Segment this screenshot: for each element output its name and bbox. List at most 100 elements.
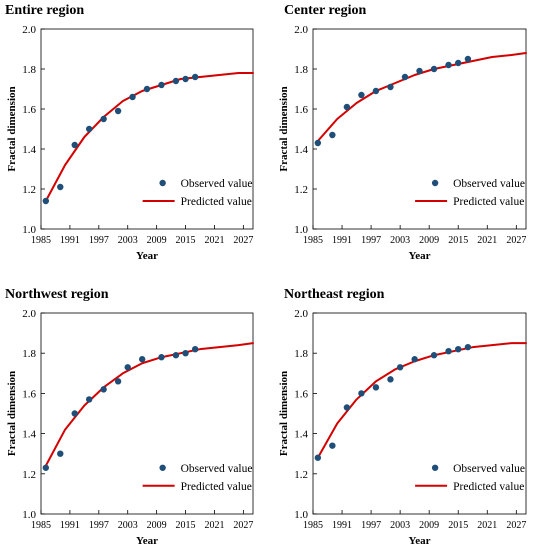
x-tick-label: 2021 [477, 520, 497, 531]
legend-observed-label: Observed value [453, 178, 525, 190]
observed-point [396, 364, 404, 371]
x-tick-label: 2021 [204, 235, 224, 246]
observed-point [329, 131, 336, 139]
y-tick-label: 1.6 [294, 104, 308, 116]
legend-predicted-label: Predicted value [453, 196, 524, 208]
x-tick-label: 2015 [448, 235, 468, 246]
y-tick-label: 1.2 [22, 184, 36, 196]
legend-observed-marker [159, 464, 166, 471]
observed-point [85, 396, 93, 403]
y-tick-label: 1.4 [294, 144, 308, 156]
y-tick-label: 1.4 [294, 429, 308, 441]
observed-point [172, 77, 180, 85]
x-tick-label: 2009 [147, 235, 167, 246]
x-tick-label: 2003 [118, 520, 138, 531]
observed-point [158, 81, 165, 89]
observed-point [129, 93, 136, 101]
x-tick-label: 2015 [176, 520, 196, 531]
observed-point [445, 347, 452, 355]
plot-frame [312, 312, 527, 515]
observed-point [42, 464, 50, 471]
x-tick-label: 2003 [390, 235, 410, 246]
predicted-line [44, 72, 254, 202]
chart-title: Entire region [5, 3, 84, 18]
x-axis-label: Year [136, 535, 158, 547]
predicted-line [44, 342, 254, 467]
y-tick-label: 1.2 [22, 469, 36, 481]
observed-point [114, 378, 122, 385]
x-tick-label: 2027 [506, 235, 526, 246]
x-axis-label: Year [409, 535, 431, 547]
y-tick-label: 1.0 [22, 224, 36, 236]
x-tick-label: 1997 [89, 520, 109, 531]
observed-point [464, 343, 472, 351]
x-tick-label: 1997 [361, 235, 381, 246]
x-tick-label: 1991 [332, 235, 352, 246]
observed-point [314, 454, 322, 461]
chart-title: Northeast region [284, 287, 385, 302]
observed-point [387, 83, 394, 91]
observed-point [85, 125, 93, 133]
observed-point [57, 450, 64, 457]
x-tick-label: 2009 [147, 520, 167, 531]
plot-frame [312, 28, 527, 230]
legend-predicted-label: Predicted value [453, 481, 524, 493]
legend-observed-marker [159, 179, 166, 187]
y-tick-label: 1.6 [294, 388, 308, 400]
x-tick-label: 2009 [419, 520, 439, 531]
observed-point [114, 107, 122, 115]
observed-point [401, 73, 409, 81]
y-tick-label: 1.8 [294, 64, 308, 76]
legend-observed-label: Observed value [453, 463, 525, 475]
observed-point [430, 352, 438, 359]
observed-point [100, 115, 107, 123]
y-axis-label: Fractal dimension [6, 371, 18, 456]
observed-point [445, 61, 452, 69]
y-tick-label: 1.0 [294, 509, 308, 521]
x-axis-label: Year [409, 250, 431, 262]
observed-point [430, 65, 438, 73]
y-tick-label: 2.0 [22, 24, 36, 36]
x-tick-label: 1991 [332, 520, 352, 531]
y-tick-label: 1.4 [22, 429, 36, 441]
x-tick-label: 2009 [419, 235, 439, 246]
observed-point [464, 55, 472, 63]
observed-point [191, 73, 199, 81]
observed-point [416, 67, 423, 75]
observed-point [411, 356, 418, 363]
observed-point [138, 356, 146, 363]
x-tick-label: 1985 [303, 235, 323, 246]
plot-frame [40, 28, 254, 230]
legend-observed-label: Observed value [181, 463, 253, 475]
observed-point [314, 139, 322, 147]
x-tick-label: 2021 [204, 520, 224, 531]
chart-title: Northwest region [5, 287, 109, 302]
observed-point [42, 197, 50, 205]
observed-point [372, 87, 380, 95]
observed-point [455, 59, 462, 67]
observed-point [329, 442, 336, 449]
y-tick-label: 1.2 [294, 469, 308, 481]
chart-panel: Northeast region 1.0 1.2 1.4 1.6 1.8 2.0 1985 19… [278, 287, 527, 547]
y-tick-label: 2.0 [294, 308, 308, 320]
y-tick-label: 1.8 [22, 64, 36, 76]
observed-point [124, 364, 131, 371]
observed-point [387, 376, 394, 383]
x-tick-label: 2027 [506, 520, 526, 531]
observed-point [343, 404, 351, 411]
x-tick-label: 2015 [448, 520, 468, 531]
observed-point [172, 352, 180, 359]
observed-point [182, 75, 189, 83]
x-tick-label: 2027 [233, 235, 253, 246]
x-tick-label: 1985 [31, 520, 51, 531]
x-tick-label: 1997 [361, 520, 381, 531]
predicted-line [316, 342, 527, 459]
x-axis-label: Year [136, 250, 158, 262]
y-tick-label: 1.8 [294, 348, 308, 360]
legend-predicted-label: Predicted value [181, 481, 252, 493]
y-axis-label: Fractal dimension [6, 86, 18, 171]
chart-panel: Center region 1.0 1.2 1.4 1.6 1.8 2.0 1985 1991 1… [278, 3, 527, 262]
y-tick-label: 1.0 [22, 509, 36, 521]
